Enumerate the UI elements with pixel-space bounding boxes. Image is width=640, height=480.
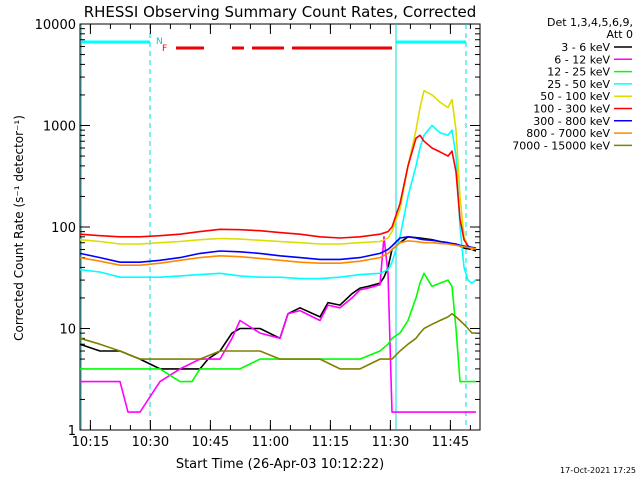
legend-header-line-2: Att 0 [607, 28, 633, 41]
series-line-9 [79, 312, 476, 370]
plot-area: 1 10 100 1000 10000 10:15 10:30 10:45 11:00 11:15… [35, 18, 481, 450]
y-axis-label: Corrected Count Rate (s⁻¹ detector⁻¹) [12, 115, 26, 341]
legend-entry-label: 800 - 7000 keV [526, 127, 610, 140]
y-tick-label: 1000 [43, 120, 76, 135]
x-tick-label: 11:45 [432, 435, 469, 450]
f-marker-label: F [162, 44, 167, 54]
series-line-6 [79, 134, 477, 251]
legend-header-line-1: Det 1,3,4,5,6,9, [547, 16, 633, 29]
n-marker-label: N [156, 37, 163, 47]
y-tick-label: 10000 [35, 18, 76, 33]
legend-entry-label: 7000 - 15000 keV [512, 139, 610, 152]
series-line-3 [80, 272, 476, 383]
x-tick-label: 11:15 [312, 435, 349, 450]
y-tick-label: 100 [51, 221, 76, 236]
legend-entry-label: 300 - 800 keV [533, 115, 610, 128]
x-axis-label: Start Time (26-Apr-03 10:12:22) [176, 457, 384, 472]
series-line-8 [79, 240, 477, 267]
legend-entry-label: 6 - 12 keV [554, 53, 610, 66]
y-tick-label: 10 [59, 323, 76, 338]
x-tick-label: 11:00 [252, 435, 289, 450]
y-tick-label: 1 [68, 424, 76, 439]
chart-title: RHESSI Observing Summary Count Rates, Co… [84, 3, 477, 21]
legend-entry-label: 25 - 50 keV [547, 78, 610, 91]
series-line-7 [79, 236, 477, 264]
x-tick-label: 10:45 [192, 435, 229, 450]
x-tick-label: 10:30 [132, 435, 169, 450]
x-tick-label: 10:15 [72, 435, 109, 450]
timestamp: 17-Oct-2021 17:25 [560, 466, 636, 475]
series-line-4 [79, 124, 477, 284]
series-line-2 [80, 236, 476, 413]
x-tick-label: 11:30 [372, 435, 409, 450]
legend-entry-label: 50 - 100 keV [540, 90, 610, 103]
legend-entry-label: 100 - 300 keV [533, 103, 610, 116]
legend-entry-label: 12 - 25 keV [547, 66, 610, 79]
legend-entry-label: 3 - 6 keV [561, 41, 610, 54]
series-line-5 [79, 89, 477, 251]
